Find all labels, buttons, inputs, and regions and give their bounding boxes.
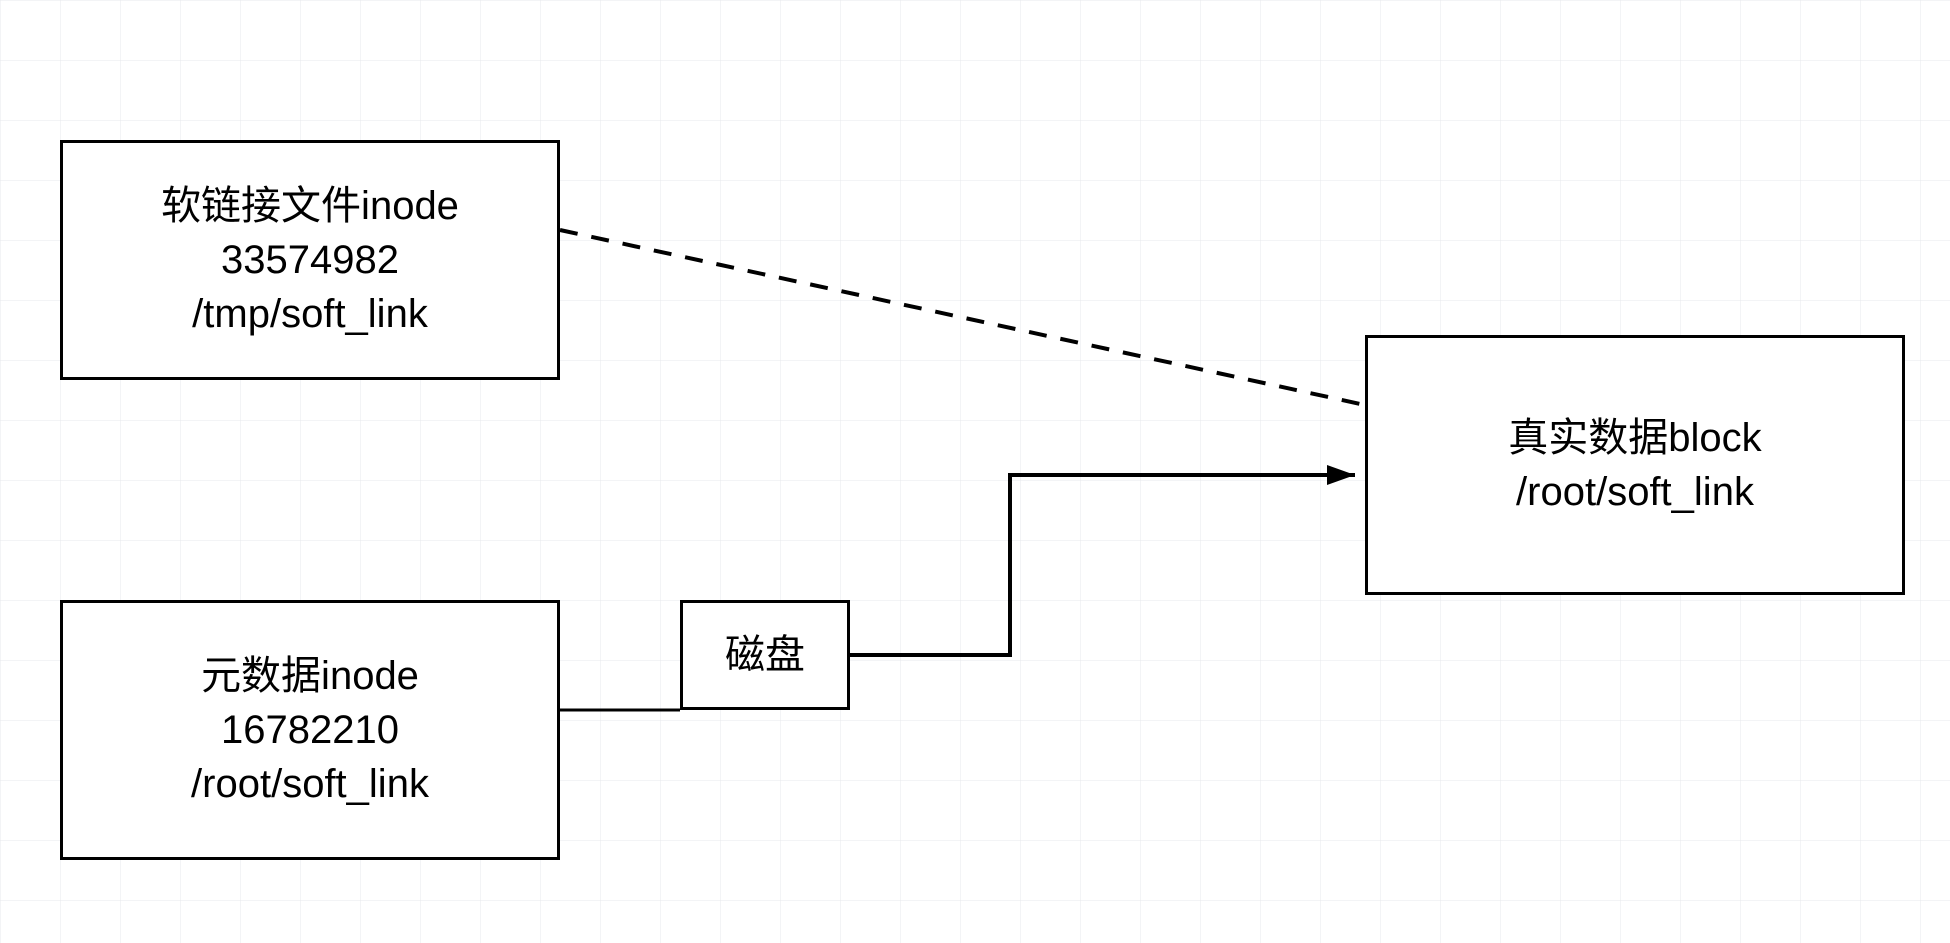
node-metadata-line1: 元数据inode <box>201 649 419 703</box>
node-data-block: 真实数据block /root/soft_link <box>1365 335 1905 595</box>
node-softlink-line3: /tmp/soft_link <box>192 287 428 341</box>
node-datablock-line2: /root/soft_link <box>1516 465 1754 519</box>
node-disk-label: 磁盘 <box>725 628 805 682</box>
node-metadata-line3: /root/soft_link <box>191 757 429 811</box>
node-disk: 磁盘 <box>680 600 850 710</box>
edge-disk-to-datablock <box>850 475 1355 655</box>
node-metadata-line2: 16782210 <box>221 703 399 757</box>
edge-softlink-to-datablock <box>560 230 1365 405</box>
diagram-canvas: 软链接文件inode 33574982 /tmp/soft_link 元数据in… <box>0 0 1950 943</box>
node-softlink-line1: 软链接文件inode <box>161 179 459 233</box>
node-softlink-inode: 软链接文件inode 33574982 /tmp/soft_link <box>60 140 560 380</box>
node-metadata-inode: 元数据inode 16782210 /root/soft_link <box>60 600 560 860</box>
node-softlink-line2: 33574982 <box>221 233 399 287</box>
node-datablock-line1: 真实数据block <box>1508 411 1761 465</box>
